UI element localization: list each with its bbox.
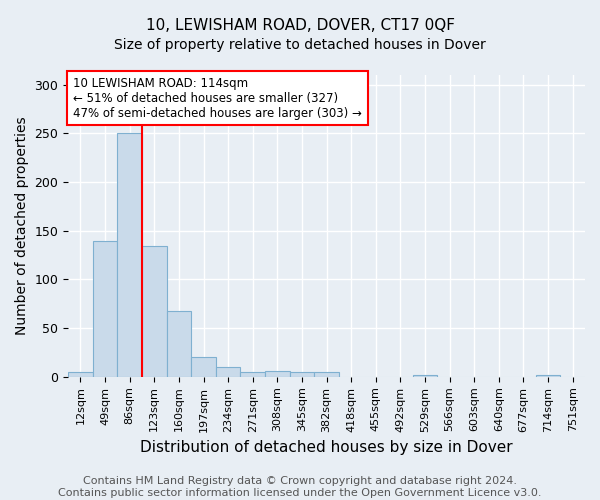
Text: 10 LEWISHAM ROAD: 114sqm
← 51% of detached houses are smaller (327)
47% of semi-: 10 LEWISHAM ROAD: 114sqm ← 51% of detach… <box>73 76 362 120</box>
X-axis label: Distribution of detached houses by size in Dover: Distribution of detached houses by size … <box>140 440 513 455</box>
Bar <box>536 375 560 377</box>
Bar <box>314 372 339 377</box>
Bar <box>68 372 93 377</box>
Bar <box>118 134 142 377</box>
Text: Contains HM Land Registry data © Crown copyright and database right 2024.
Contai: Contains HM Land Registry data © Crown c… <box>58 476 542 498</box>
Bar <box>191 358 216 377</box>
Bar <box>216 367 241 377</box>
Text: Size of property relative to detached houses in Dover: Size of property relative to detached ho… <box>114 38 486 52</box>
Bar <box>167 310 191 377</box>
Bar <box>241 372 265 377</box>
Bar <box>93 242 118 377</box>
Y-axis label: Number of detached properties: Number of detached properties <box>15 116 29 335</box>
Bar <box>265 371 290 377</box>
Bar <box>290 372 314 377</box>
Text: 10, LEWISHAM ROAD, DOVER, CT17 0QF: 10, LEWISHAM ROAD, DOVER, CT17 0QF <box>146 18 455 32</box>
Bar <box>413 375 437 377</box>
Bar <box>142 246 167 377</box>
